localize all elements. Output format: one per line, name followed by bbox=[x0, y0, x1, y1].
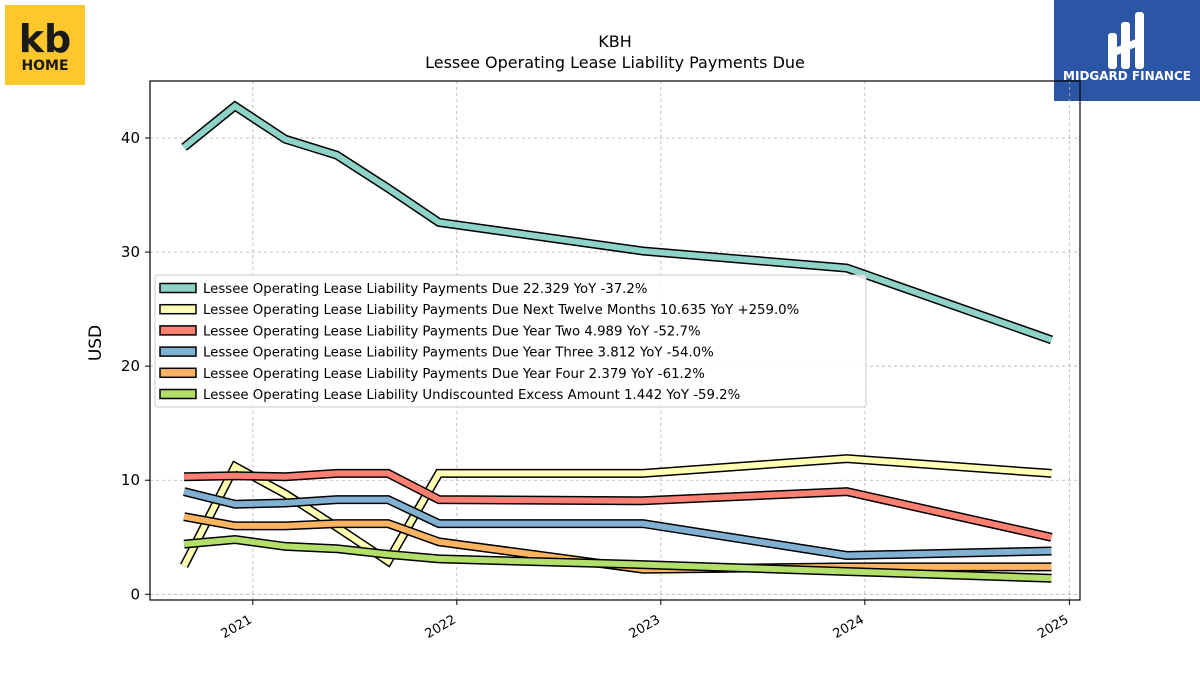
kb-home-logo-bg bbox=[5, 5, 85, 85]
legend-swatch-0 bbox=[159, 282, 197, 294]
x-tick-label: 2022 bbox=[423, 612, 459, 642]
x-tick-label: 2021 bbox=[219, 612, 255, 642]
y-axis-label: USD bbox=[86, 325, 106, 361]
legend-label-0: Lessee Operating Lease Liability Payment… bbox=[203, 282, 648, 297]
y-tick-label: 20 bbox=[121, 357, 140, 375]
legend-label-5: Lessee Operating Lease Liability Undisco… bbox=[203, 388, 740, 403]
y-tick-label: 10 bbox=[121, 471, 140, 489]
legend-swatch-3 bbox=[159, 346, 197, 357]
legend-label-1: Lessee Operating Lease Liability Payment… bbox=[203, 303, 799, 318]
legend-label-4: Lessee Operating Lease Liability Payment… bbox=[203, 367, 705, 382]
midgard-finance-logo: MIDGARD FINANCE bbox=[1054, 0, 1200, 101]
series-line-0 bbox=[182, 102, 1053, 343]
legend-label-2: Lessee Operating Lease Liability Payment… bbox=[203, 324, 701, 339]
midgard-logo-mark bbox=[1108, 12, 1144, 69]
legend-swatch-2 bbox=[159, 325, 197, 336]
series-line-5 bbox=[183, 536, 1052, 582]
x-tick-label: 2023 bbox=[627, 612, 663, 642]
series-line-3 bbox=[183, 488, 1052, 559]
chart-ticker: KBH bbox=[598, 32, 632, 51]
y-tick-label: 30 bbox=[121, 243, 140, 261]
plot-frame bbox=[149, 80, 1081, 601]
legend-swatch-1 bbox=[159, 303, 197, 315]
y-tick-label: 40 bbox=[121, 129, 140, 147]
chart-title: Lessee Operating Lease Liability Payment… bbox=[425, 53, 805, 72]
x-tick-label: 2025 bbox=[1035, 612, 1071, 642]
kb-home-logo-mark: kb bbox=[19, 17, 71, 61]
series-line-2 bbox=[184, 470, 1053, 541]
legend-swatch-4 bbox=[159, 367, 197, 379]
x-tick-label: 2024 bbox=[831, 612, 867, 642]
legend: Lessee Operating Lease Liability Payment… bbox=[154, 274, 867, 408]
plot-series bbox=[180, 100, 1053, 583]
legend-label-3: Lessee Operating Lease Liability Payment… bbox=[203, 346, 714, 361]
kb-home-logo: kb HOME bbox=[5, 5, 85, 85]
y-tick-label: 0 bbox=[130, 585, 140, 603]
midgard-logo-text: MIDGARD FINANCE bbox=[1063, 69, 1191, 83]
legend-box bbox=[154, 274, 867, 408]
legend-swatch-5 bbox=[159, 388, 197, 400]
kb-home-logo-word: HOME bbox=[21, 58, 68, 74]
